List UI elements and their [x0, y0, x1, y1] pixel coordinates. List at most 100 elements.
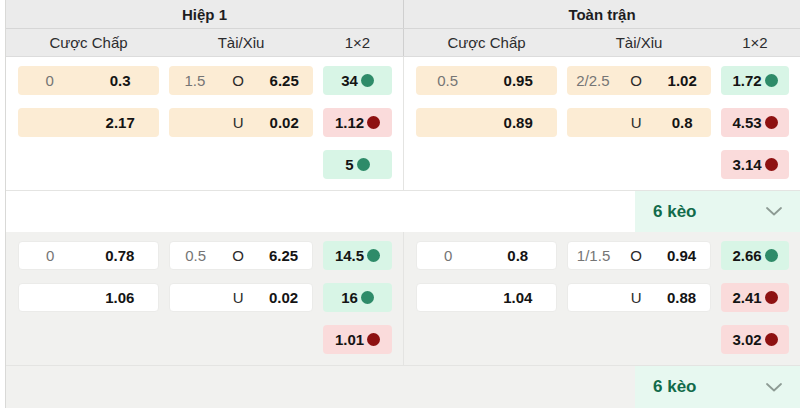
over-under-odds: 0.8 [653, 115, 711, 130]
over-under-line: 0.5 [170, 248, 221, 263]
over-under-odds: 6.25 [255, 73, 313, 88]
more-odds-button[interactable]: 6 kèo [635, 191, 800, 232]
handicap-odds: 2.17 [81, 115, 159, 130]
over-under-odds-cell[interactable]: U0.8 [567, 108, 711, 137]
over-under-odds: 0.02 [255, 115, 313, 130]
handicap-odds-cell[interactable]: 1.06 [18, 283, 159, 312]
odds-block-secondary: 00.781.060.5O6.25U0.0214.5161.01 00.81.0… [6, 232, 800, 365]
col-header-1x2: 1×2 [721, 34, 789, 51]
col-header-over-under: Tài/Xỉu [567, 34, 711, 51]
over-under-odds-cell[interactable]: 1/1.5O0.94 [567, 241, 711, 270]
1x2-odds-cell[interactable]: 16 [323, 283, 392, 312]
over-under-line: 2/2.5 [567, 73, 619, 88]
1x2-odds-cell[interactable]: 14.5 [323, 241, 392, 270]
1x2-odds-cell[interactable]: 1.72 [721, 66, 789, 95]
over-under-label: U [221, 290, 255, 305]
trend-dot [765, 116, 778, 129]
1x2-odds: 2.41 [732, 290, 761, 305]
1x2-odds: 2.66 [732, 248, 761, 263]
1x2-odds-cell[interactable]: 34 [323, 66, 392, 95]
odds-grid-first-half: 00.3 2.17 1.5O6.25 U0.02 34 1.12 5 [6, 57, 403, 190]
handicap-odds-cell[interactable]: 1.04 [416, 283, 557, 312]
over-under-odds-cell[interactable]: U0.88 [567, 283, 711, 312]
trend-dot [367, 249, 380, 262]
1x2-odds: 4.53 [732, 115, 761, 130]
handicap-odds-cell[interactable]: 00.8 [416, 241, 557, 270]
1x2-odds-cell[interactable]: 3.14 [721, 150, 789, 179]
1x2-odds-cell[interactable]: 1.12 [323, 108, 392, 137]
trend-dot [367, 116, 380, 129]
trend-dot [765, 158, 778, 171]
over-under-odds-cell[interactable]: U0.02 [169, 283, 313, 312]
col-header-1x2: 1×2 [323, 34, 392, 51]
1x2-odds-cell[interactable]: 5 [323, 150, 392, 179]
trend-dot [361, 74, 374, 87]
over-under-label: U [619, 115, 654, 130]
handicap-odds-cell[interactable]: 00.3 [18, 66, 159, 95]
1x2-odds: 16 [341, 290, 358, 305]
handicap-odds: 1.04 [480, 290, 556, 305]
handicap-odds: 0.78 [82, 248, 158, 263]
odds-grid-full-match: 00.8 1.04 1/1.5O0.94 U0.88 2.66 2.41 3.02 [403, 232, 800, 365]
over-under-label: O [619, 248, 653, 263]
column-headers-full-match: Cược Chấp Tài/Xỉu 1×2 [403, 29, 800, 56]
over-under-odds: 0.02 [255, 290, 312, 305]
column-headers-first-half: Cược Chấp Tài/Xỉu 1×2 [6, 29, 403, 56]
1x2-odds: 3.14 [732, 157, 761, 172]
over-under-odds: 0.88 [653, 290, 710, 305]
period-header-row: Hiệp 1 Toàn trận [6, 0, 800, 29]
handicap-line: 0 [18, 73, 81, 88]
column-header-row: Cược Chấp Tài/Xỉu 1×2 Cược Chấp Tài/Xỉu … [6, 29, 800, 57]
handicap-odds-cell[interactable]: 00.78 [18, 241, 159, 270]
over-under-odds: 1.02 [653, 73, 711, 88]
1x2-odds: 34 [341, 73, 358, 88]
1x2-odds-cell[interactable]: 3.02 [721, 325, 789, 354]
trend-dot [367, 333, 380, 346]
trend-dot [765, 291, 778, 304]
period-title-full-match: Toàn trận [403, 0, 800, 28]
col-header-handicap: Cược Chấp [416, 34, 557, 51]
over-under-line: 1.5 [169, 73, 221, 88]
1x2-odds: 1.12 [335, 115, 364, 130]
1x2-odds: 5 [345, 157, 353, 172]
handicap-odds-cell[interactable]: 0.50.95 [416, 66, 557, 95]
period-title-first-half: Hiệp 1 [6, 0, 403, 28]
1x2-odds-cell[interactable]: 4.53 [721, 108, 789, 137]
handicap-odds: 0.89 [479, 115, 557, 130]
over-under-odds: 6.25 [255, 248, 312, 263]
over-under-odds-cell[interactable]: 1.5O6.25 [169, 66, 313, 95]
trend-dot [357, 158, 370, 171]
chevron-down-icon [766, 383, 782, 392]
over-under-odds-cell[interactable]: 0.5O6.25 [169, 241, 313, 270]
handicap-odds: 0.3 [81, 73, 159, 88]
more-odds-label: 6 kèo [653, 377, 696, 397]
over-under-odds-cell[interactable]: U0.02 [169, 108, 313, 137]
handicap-line: 0 [19, 248, 82, 263]
handicap-odds-cell[interactable]: 2.17 [18, 108, 159, 137]
handicap-odds-cell[interactable]: 0.89 [416, 108, 557, 137]
odds-grid-full-match: 0.50.95 0.89 2/2.5O1.02 U0.8 1.72 4.53 3.14 [403, 57, 800, 190]
over-under-label: O [221, 248, 255, 263]
over-under-odds: 0.94 [653, 248, 710, 263]
over-under-odds-cell[interactable]: 2/2.5O1.02 [567, 66, 711, 95]
over-under-label: O [221, 73, 256, 88]
1x2-odds-cell[interactable]: 2.66 [721, 241, 789, 270]
col-header-over-under: Tài/Xỉu [169, 34, 313, 51]
odds-grid-first-half: 00.78 1.06 0.5O6.25 U0.02 14.5 16 1.01 [6, 232, 403, 365]
odds-table: Hiệp 1 Toàn trận Cược Chấp Tài/Xỉu 1×2 C… [5, 0, 800, 408]
1x2-odds: 14.5 [335, 248, 364, 263]
odds-block-main: 00.32.171.5O6.25U0.02341.125 0.50.950.89… [6, 57, 800, 190]
more-odds-label: 6 kèo [653, 202, 696, 222]
1x2-odds: 3.02 [732, 332, 761, 347]
over-under-label: U [221, 115, 256, 130]
trend-dot [361, 291, 374, 304]
over-under-label: U [619, 290, 653, 305]
1x2-odds-cell[interactable]: 2.41 [721, 283, 789, 312]
more-odds-button[interactable]: 6 kèo [635, 366, 800, 408]
handicap-line: 0 [417, 248, 480, 263]
trend-dot [765, 333, 778, 346]
chevron-down-icon [766, 207, 782, 216]
over-under-line: 1/1.5 [568, 248, 619, 263]
1x2-odds-cell[interactable]: 1.01 [323, 325, 392, 354]
trend-dot [765, 249, 778, 262]
